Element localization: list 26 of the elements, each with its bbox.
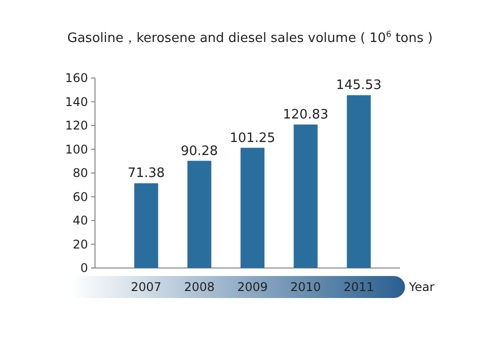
bar <box>240 148 264 268</box>
y-tick-label: 100 <box>65 142 88 156</box>
chart-title: Gasoline，kerosene and diesel sales volume ( 10$^{6}$ tons ) <box>67 29 433 46</box>
bar <box>346 95 371 268</box>
y-tick-label: 0 <box>80 261 88 276</box>
data-label: 101.25 <box>230 130 276 146</box>
x-tick-label: 2008 <box>184 280 215 294</box>
x-axis-title: Year <box>408 280 434 294</box>
y-tick-label: 20 <box>72 237 88 252</box>
y-tick-label: 120 <box>65 118 88 133</box>
x-tick-label: 2009 <box>237 280 268 294</box>
y-tick-label: 160 <box>65 71 88 86</box>
bar <box>294 124 318 268</box>
data-label: 90.28 <box>180 144 218 159</box>
x-tick-label: 2011 <box>344 280 374 294</box>
data-label: 71.38 <box>128 166 165 182</box>
x-tick-label: 2010 <box>290 280 321 294</box>
data-label: 145.53 <box>336 78 382 94</box>
x-tick-label: 2007 <box>130 280 162 294</box>
bar <box>187 160 212 268</box>
bar <box>134 183 158 268</box>
y-tick-label: 60 <box>72 190 88 204</box>
data-label: 120.83 <box>282 108 328 123</box>
y-tick-label: 80 <box>72 166 88 180</box>
y-tick-label: 140 <box>65 94 88 109</box>
y-tick-label: 40 <box>72 214 88 228</box>
